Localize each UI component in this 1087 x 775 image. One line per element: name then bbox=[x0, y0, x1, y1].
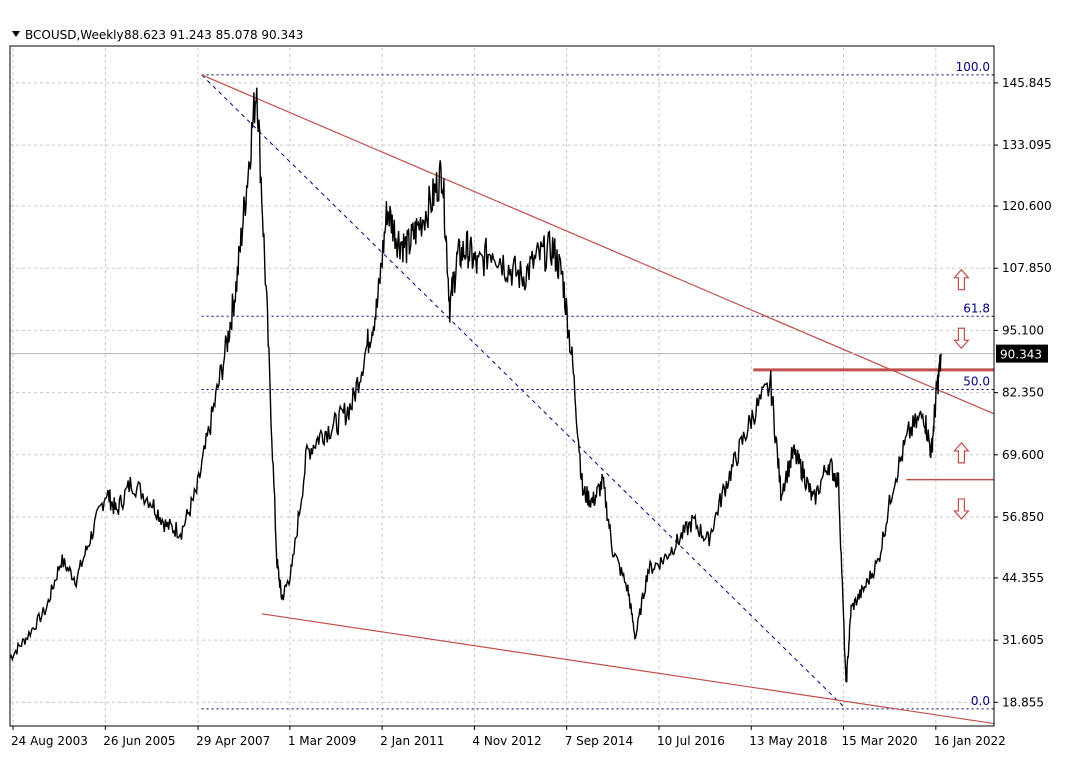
arrow-down-icon bbox=[953, 327, 970, 350]
chart-header: BCOUSD,Weekly 88.623 91.243 85.078 90.34… bbox=[12, 28, 303, 42]
fib-level-label: 100.0 bbox=[956, 60, 990, 74]
symbol-label: BCOUSD,Weekly bbox=[25, 28, 124, 42]
y-tick-label: 69.600 bbox=[1002, 448, 1044, 462]
x-tick-label: 16 Jan 2022 bbox=[934, 734, 1006, 748]
x-tick-label: 29 Apr 2007 bbox=[196, 734, 270, 748]
y-tick-label: 31.605 bbox=[1002, 633, 1044, 647]
x-tick-label: 24 Aug 2003 bbox=[11, 734, 88, 748]
dropdown-triangle-icon[interactable] bbox=[12, 31, 20, 37]
x-tick-label: 13 May 2018 bbox=[749, 734, 827, 748]
arrow-up-icon bbox=[953, 441, 970, 464]
current-price-marker: 90.343 bbox=[996, 344, 1048, 363]
trend-line bbox=[201, 74, 995, 415]
arrow-up-icon bbox=[953, 268, 970, 291]
x-tick-label: 2 Jan 2011 bbox=[380, 734, 444, 748]
ohlc-values: 88.623 91.243 85.078 90.343 bbox=[124, 28, 303, 42]
plot-frame bbox=[9, 45, 995, 727]
current-price-box bbox=[996, 344, 1048, 363]
y-tick-label: 18.855 bbox=[1002, 695, 1044, 709]
current-price-label: 90.343 bbox=[1000, 348, 1042, 362]
price-series bbox=[9, 87, 942, 683]
y-tick-label: 44.355 bbox=[1002, 571, 1044, 585]
trend-line bbox=[261, 613, 995, 725]
fib-level-label: 50.0 bbox=[963, 374, 990, 388]
y-tick-label: 95.100 bbox=[1002, 323, 1044, 337]
x-tick-label: 4 Nov 2012 bbox=[472, 734, 541, 748]
x-tick-label: 10 Jul 2016 bbox=[657, 734, 725, 748]
trend-lines bbox=[10, 74, 995, 725]
y-tick-label: 82.350 bbox=[1002, 386, 1044, 400]
axes: 145.845 133.095 120.600 107.850 95.100 82.350… bbox=[9, 45, 1052, 748]
y-tick-label: 56.850 bbox=[1002, 510, 1044, 524]
x-tick-label: 15 Mar 2020 bbox=[842, 734, 918, 748]
x-tick-label: 7 Sep 2014 bbox=[565, 734, 633, 748]
fib-diagonal-line bbox=[201, 74, 847, 710]
price-line bbox=[9, 87, 942, 683]
arrows bbox=[953, 268, 970, 520]
fib-level-label: 0.0 bbox=[971, 694, 990, 708]
x-tick-label: 26 Jun 2005 bbox=[103, 734, 175, 748]
arrow-down-icon bbox=[953, 498, 970, 520]
y-tick-label: 133.095 bbox=[1002, 138, 1052, 152]
y-tick-label: 120.600 bbox=[1002, 199, 1052, 213]
y-tick-label: 107.850 bbox=[1002, 261, 1052, 275]
x-tick-label: 1 Mar 2009 bbox=[288, 734, 356, 748]
y-tick-label: 145.845 bbox=[1002, 76, 1052, 90]
fibonacci-levels: 100.0 61.8 50.0 0.0 bbox=[201, 60, 994, 710]
fib-level-label: 61.8 bbox=[963, 301, 990, 315]
